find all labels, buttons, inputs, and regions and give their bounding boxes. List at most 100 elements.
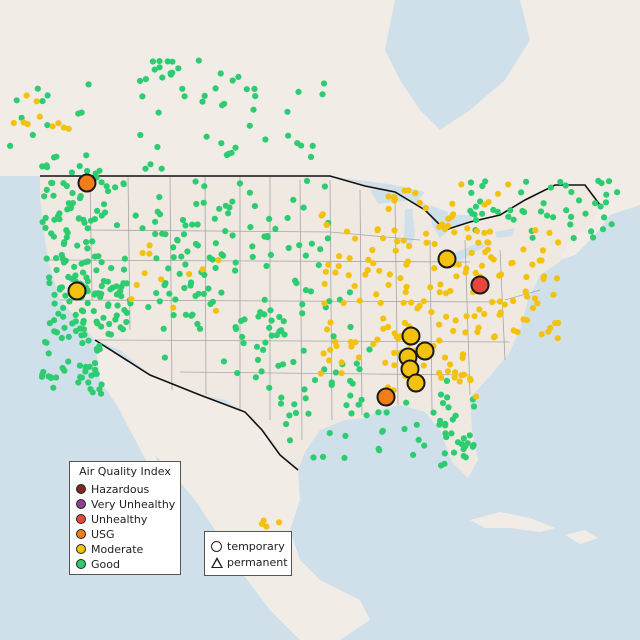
station-dot[interactable]: [534, 300, 541, 307]
station-dot[interactable]: [455, 261, 462, 268]
station-dot[interactable]: [430, 409, 437, 416]
station-dot[interactable]: [423, 239, 430, 246]
station-dot[interactable]: [470, 403, 478, 410]
station-dot[interactable]: [509, 259, 516, 266]
station-dot[interactable]: [59, 364, 66, 372]
station-dot[interactable]: [484, 246, 491, 253]
station-dot[interactable]: [114, 302, 121, 309]
station-dot[interactable]: [427, 284, 434, 291]
station-dot[interactable]: [472, 269, 479, 276]
station-dot[interactable]: [123, 280, 130, 287]
station-dot[interactable]: [567, 221, 574, 228]
station-dot[interactable]: [489, 299, 496, 306]
station-dot[interactable]: [285, 244, 292, 252]
station-dot[interactable]: [568, 189, 575, 196]
station-dot[interactable]: [79, 269, 87, 276]
station-dot[interactable]: [93, 267, 100, 274]
station-dot[interactable]: [67, 204, 74, 212]
station-dot[interactable]: [412, 190, 419, 197]
station-dot[interactable]: [514, 329, 521, 336]
highlighted-station[interactable]: [415, 341, 435, 361]
station-dot[interactable]: [200, 290, 207, 297]
station-dot[interactable]: [53, 266, 60, 274]
highlighted-station[interactable]: [470, 275, 490, 295]
station-dot[interactable]: [267, 251, 274, 258]
station-dot[interactable]: [85, 81, 92, 88]
station-dot[interactable]: [42, 214, 49, 221]
station-dot[interactable]: [442, 430, 449, 437]
station-dot[interactable]: [69, 190, 76, 197]
station-dot[interactable]: [112, 316, 119, 323]
station-dot[interactable]: [443, 377, 450, 384]
station-dot[interactable]: [260, 346, 267, 353]
station-dot[interactable]: [146, 242, 153, 249]
station-dot[interactable]: [136, 77, 144, 84]
station-dot[interactable]: [523, 178, 530, 185]
station-dot[interactable]: [96, 167, 103, 174]
station-dot[interactable]: [152, 218, 159, 225]
station-dot[interactable]: [182, 261, 189, 268]
station-dot[interactable]: [471, 211, 478, 218]
station-dot[interactable]: [58, 334, 65, 342]
station-dot[interactable]: [320, 350, 327, 357]
station-dot[interactable]: [80, 216, 87, 223]
station-dot[interactable]: [550, 214, 557, 221]
station-dot[interactable]: [437, 391, 445, 398]
station-dot[interactable]: [160, 325, 167, 332]
station-dot[interactable]: [490, 334, 498, 341]
station-dot[interactable]: [146, 250, 153, 257]
station-dot[interactable]: [170, 244, 177, 251]
station-dot[interactable]: [302, 395, 309, 402]
station-dot[interactable]: [36, 113, 43, 120]
station-dot[interactable]: [478, 262, 486, 269]
station-dot[interactable]: [249, 243, 256, 250]
station-dot[interactable]: [120, 266, 128, 273]
station-dot[interactable]: [529, 261, 536, 268]
station-dot[interactable]: [149, 58, 156, 65]
station-dot[interactable]: [165, 265, 172, 272]
station-dot[interactable]: [174, 236, 181, 243]
station-dot[interactable]: [279, 361, 287, 368]
station-dot[interactable]: [391, 227, 398, 234]
station-dot[interactable]: [23, 92, 30, 99]
station-dot[interactable]: [366, 346, 373, 353]
station-dot[interactable]: [261, 233, 268, 240]
station-dot[interactable]: [501, 301, 508, 308]
station-dot[interactable]: [239, 333, 246, 340]
station-dot[interactable]: [43, 255, 50, 262]
station-dot[interactable]: [496, 298, 503, 305]
station-dot[interactable]: [181, 284, 188, 292]
station-dot[interactable]: [460, 435, 467, 442]
station-dot[interactable]: [481, 310, 488, 318]
station-dot[interactable]: [449, 200, 456, 207]
station-dot[interactable]: [320, 80, 328, 87]
station-dot[interactable]: [240, 340, 247, 347]
station-dot[interactable]: [65, 125, 72, 132]
station-dot[interactable]: [460, 446, 467, 453]
station-dot[interactable]: [251, 203, 258, 210]
station-dot[interactable]: [120, 180, 127, 187]
station-dot[interactable]: [275, 519, 283, 526]
station-dot[interactable]: [330, 333, 337, 340]
station-dot[interactable]: [385, 281, 392, 288]
station-dot[interactable]: [42, 224, 49, 231]
station-dot[interactable]: [142, 76, 149, 83]
station-dot[interactable]: [82, 365, 89, 372]
station-dot[interactable]: [93, 318, 100, 325]
station-dot[interactable]: [545, 328, 552, 335]
station-dot[interactable]: [353, 360, 360, 367]
station-dot[interactable]: [74, 242, 81, 249]
station-dot[interactable]: [347, 338, 354, 346]
station-dot[interactable]: [568, 213, 575, 220]
station-dot[interactable]: [170, 312, 177, 319]
station-dot[interactable]: [159, 74, 166, 81]
station-dot[interactable]: [436, 289, 443, 296]
station-dot[interactable]: [100, 314, 107, 321]
station-dot[interactable]: [340, 299, 347, 307]
station-dot[interactable]: [494, 208, 501, 215]
station-dot[interactable]: [262, 136, 269, 143]
station-dot[interactable]: [219, 102, 226, 109]
station-dot[interactable]: [479, 182, 486, 190]
station-dot[interactable]: [46, 320, 53, 327]
station-dot[interactable]: [537, 208, 545, 215]
